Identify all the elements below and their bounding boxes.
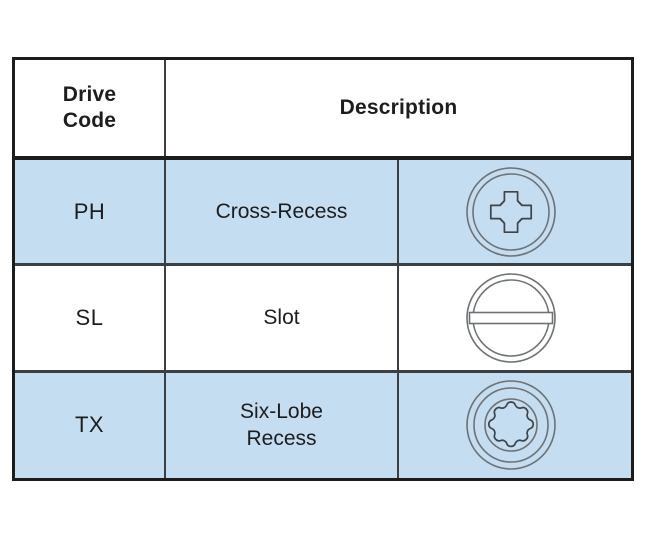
- cell-screw-illustration: [395, 158, 632, 267]
- six-lobe-recess-screw-icon: [395, 373, 627, 478]
- cell-screw-illustration: [395, 264, 632, 373]
- drive-code-table-container: Drive Code Description PH Cross-Recess: [12, 57, 634, 481]
- table-header: Drive Code Description: [15, 60, 632, 160]
- description-line1: Slot: [263, 306, 300, 330]
- cell-drive-code: SL: [15, 264, 166, 373]
- column-header-drive-code: Drive Code: [15, 60, 166, 160]
- column-header-description: Description: [165, 60, 632, 160]
- table-row: TX Six-Lobe Recess: [15, 371, 632, 478]
- slot-screw-icon: [395, 266, 627, 370]
- table-row: PH Cross-Recess: [15, 158, 632, 267]
- description-line2: Recess: [246, 427, 317, 451]
- drive-code-header-line1: Drive: [62, 83, 117, 107]
- cell-description: Six-Lobe Recess: [165, 371, 399, 478]
- description-line1: Six-Lobe: [240, 399, 323, 423]
- table-body: PH Cross-Recess SL: [15, 158, 632, 478]
- cell-drive-code: TX: [15, 371, 166, 478]
- table-row: SL Slot: [15, 264, 632, 373]
- cell-drive-code: PH: [15, 158, 166, 267]
- drive-code-header-line2: Code: [62, 109, 117, 132]
- cell-description: Cross-Recess: [165, 158, 399, 267]
- cross-recess-screw-icon: [395, 160, 627, 263]
- header-row: Drive Code Description: [15, 60, 632, 160]
- cell-description: Slot: [165, 264, 399, 373]
- description-line1: Cross-Recess: [215, 199, 348, 223]
- cell-screw-illustration: [395, 371, 632, 478]
- drive-code-table: Drive Code Description PH Cross-Recess: [15, 60, 632, 478]
